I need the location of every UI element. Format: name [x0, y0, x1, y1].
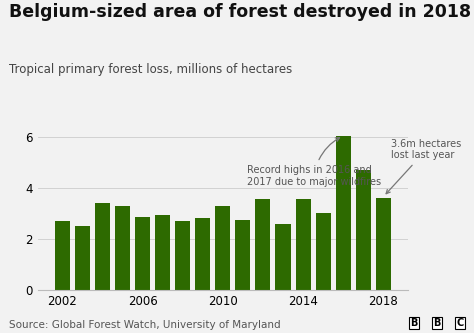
Text: Belgium-sized area of forest destroyed in 2018: Belgium-sized area of forest destroyed i…	[9, 3, 472, 21]
Bar	[95, 203, 110, 290]
Bar	[135, 217, 150, 290]
Bar	[55, 221, 70, 290]
Text: Record highs in 2016 and
2017 due to major wildfires: Record highs in 2016 and 2017 due to maj…	[247, 138, 381, 186]
Bar	[155, 214, 170, 290]
Text: B: B	[433, 318, 441, 328]
Text: Tropical primary forest loss, millions of hectares: Tropical primary forest loss, millions o…	[9, 63, 293, 76]
Bar	[175, 221, 190, 290]
Bar	[356, 170, 371, 290]
Text: C: C	[456, 318, 464, 328]
Bar	[316, 213, 331, 290]
Text: Source: Global Forest Watch, University of Maryland: Source: Global Forest Watch, University …	[9, 320, 281, 330]
Bar	[295, 199, 310, 290]
Bar	[75, 226, 90, 290]
Bar	[215, 206, 230, 290]
Bar	[336, 136, 351, 290]
Text: 3.6m hectares
lost last year: 3.6m hectares lost last year	[386, 139, 462, 194]
Bar	[195, 218, 210, 290]
Text: B: B	[410, 318, 418, 328]
Bar	[275, 223, 291, 290]
Bar	[376, 198, 391, 290]
Bar	[115, 206, 130, 290]
Bar	[235, 220, 250, 290]
Bar	[255, 199, 271, 290]
